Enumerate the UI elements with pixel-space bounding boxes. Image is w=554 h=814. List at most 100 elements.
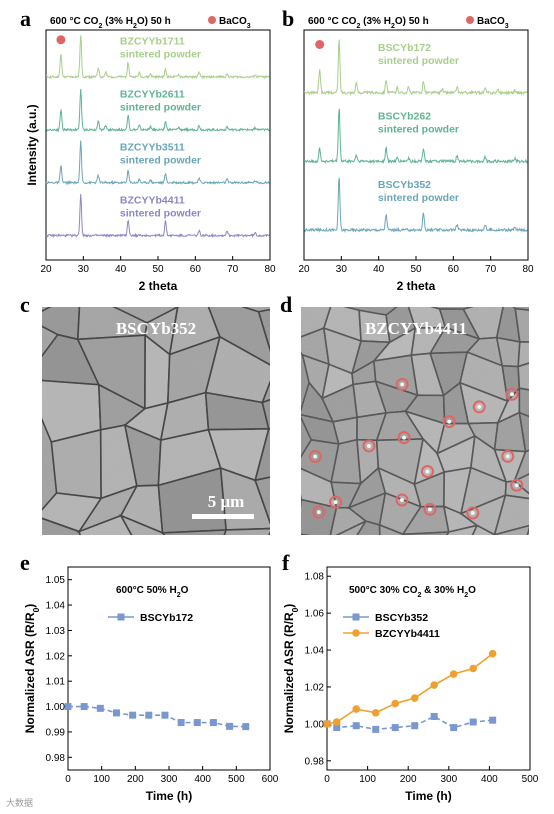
micrograph-c-label: BSCYb352 (116, 319, 196, 338)
data-point-f-1-0 (323, 720, 331, 728)
baco3-particle-marker (329, 495, 343, 509)
baco3-particle-core (514, 483, 519, 488)
data-point-f-0-8 (469, 718, 477, 726)
xrd-trace-a-1 (45, 88, 270, 133)
baco3-particle-core (509, 392, 514, 397)
plot-title-e: 600°C 50% H2O (116, 585, 189, 599)
baco3-particle-marker (395, 493, 409, 507)
trace-sublabel-b-2: sintered powder (378, 192, 459, 204)
trace-label-a-0: BZCYYb1711 (120, 36, 185, 48)
x-tick-label-e: 100 (93, 774, 110, 785)
grain (545, 305, 554, 342)
baco3-legend-dot-a (208, 16, 216, 24)
baco3-particle-core (425, 469, 430, 474)
series-line-e-0 (68, 705, 246, 728)
data-point-f-1-4 (391, 699, 400, 708)
xrd-trace-b-0 (303, 39, 528, 96)
panel-label-d: d (280, 292, 292, 317)
baco3-particle-core (427, 507, 432, 512)
y-tick-label-e: 1.05 (46, 575, 66, 586)
y-tick-label-e: 0.98 (46, 753, 66, 764)
grain (549, 324, 554, 360)
scale-bar (192, 514, 254, 519)
panel-label-b: b (282, 6, 294, 31)
x-tick-label-b: 70 (485, 264, 497, 275)
y-tick-label-f: 1.08 (305, 572, 325, 583)
grain (160, 529, 228, 535)
baco3-markers-d (308, 377, 524, 520)
data-point-f-0-2 (352, 722, 360, 730)
x-tick-label-a: 20 (40, 264, 52, 275)
x-tick-label-e: 500 (228, 774, 245, 785)
x-axis-label-a: 2 theta (139, 279, 178, 293)
baco3-particle-marker (420, 465, 434, 479)
baco3-particle-core (447, 419, 452, 424)
baco3-particle-marker (472, 400, 486, 414)
grain (530, 500, 549, 542)
grain (549, 357, 554, 395)
panel-label-f: f (282, 550, 290, 575)
baco3-particle-marker (312, 505, 326, 519)
data-point-e-0-0 (64, 703, 72, 711)
x-axis-label-f: Time (h) (405, 789, 451, 803)
plot-frame-f (326, 566, 531, 771)
baco3-peak-marker-b (315, 39, 325, 49)
grain (301, 533, 311, 535)
data-point-f-1-5 (410, 694, 419, 702)
y-tick-label-f: 1.04 (305, 646, 325, 657)
x-tick-label-f: 500 (522, 774, 539, 785)
y-tick-label-e: 1.04 (46, 601, 66, 612)
baco3-particle-marker (308, 449, 322, 463)
panel-label-c: c (20, 292, 30, 317)
y-tick-label-f: 1.06 (305, 609, 325, 620)
data-point-e-0-9 (209, 719, 217, 727)
trace-sublabel-b-1: sintered powder (378, 124, 459, 136)
x-tick-label-a: 80 (264, 264, 276, 275)
data-point-f-1-2 (352, 705, 361, 713)
trace-label-a-2: BZCYYb3511 (120, 141, 185, 153)
y-tick-label-f: 1.02 (305, 682, 325, 693)
baco3-particle-core (316, 510, 321, 515)
x-tick-label-b: 80 (522, 264, 534, 275)
x-tick-label-f: 200 (400, 774, 417, 785)
trace-sublabel-a-0: sintered powder (120, 49, 201, 61)
grain (544, 553, 554, 598)
legend-marker-f-1 (352, 629, 360, 637)
y-tick-label-e: 1.02 (46, 651, 66, 662)
x-tick-label-f: 0 (324, 774, 330, 785)
x-tick-label-b: 20 (298, 264, 310, 275)
grain (34, 560, 101, 609)
x-tick-label-e: 300 (161, 774, 178, 785)
data-point-e-0-2 (96, 704, 104, 712)
baco3-legend-dot-b (466, 16, 474, 24)
data-point-e-0-5 (145, 711, 153, 719)
data-point-e-0-11 (242, 723, 250, 731)
data-point-e-0-3 (112, 709, 120, 717)
baco3-particle-core (400, 382, 405, 387)
baco3-legend-label-b: BaCO3 (477, 16, 509, 30)
baco3-particle-marker (442, 415, 456, 429)
legend-marker-e-0 (117, 613, 125, 621)
y-axis-label-e: Normalized ASR (R/R0) (23, 604, 41, 734)
grain (545, 444, 554, 485)
legend-label-e-0: BSCYb172 (140, 612, 193, 624)
baco3-legend-label-a: BaCO3 (219, 16, 251, 30)
data-point-f-1-3 (371, 708, 380, 717)
x-tick-label-b: 30 (336, 264, 348, 275)
series-line-f-0 (326, 715, 493, 731)
x-tick-label-b: 40 (373, 264, 385, 275)
data-point-f-0-9 (489, 716, 497, 724)
x-tick-label-e: 200 (127, 774, 144, 785)
y-axis-label-a: Intensity (a.u.) (25, 104, 39, 185)
trace-label-a-3: BZCYYb4411 (120, 194, 185, 206)
baco3-particle-core (402, 435, 407, 440)
x-tick-label-a: 40 (115, 264, 127, 275)
panel-label-a: a (20, 6, 31, 31)
x-tick-label-b: 50 (410, 264, 422, 275)
x-tick-label-a: 60 (190, 264, 202, 275)
asr-panel-f: 0 100 200 300 400 500 0.98 1.00 1.02 1.04 1.06 1.08… (282, 566, 539, 803)
baco3-particle-core (470, 510, 475, 515)
baco3-particle-core (477, 404, 482, 409)
grain (347, 551, 380, 581)
